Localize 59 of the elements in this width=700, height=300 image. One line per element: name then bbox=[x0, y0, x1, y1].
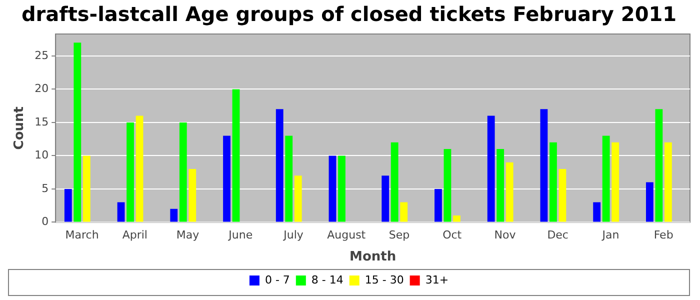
bar bbox=[593, 202, 601, 222]
bar bbox=[179, 122, 187, 222]
bar bbox=[136, 116, 144, 222]
bar bbox=[434, 188, 442, 222]
bar bbox=[664, 142, 672, 222]
y-tick-label: 25 bbox=[34, 48, 49, 62]
x-tick-label: Sep bbox=[388, 228, 410, 242]
bar bbox=[558, 169, 566, 222]
bar bbox=[285, 136, 293, 222]
x-tick-label: Nov bbox=[494, 228, 516, 242]
bar bbox=[550, 142, 557, 222]
bar bbox=[444, 149, 452, 222]
y-tick-label: 15 bbox=[34, 115, 49, 128]
bar bbox=[170, 208, 178, 222]
bar bbox=[74, 42, 82, 222]
x-tick-label: July bbox=[282, 228, 304, 242]
legend-label: 31+ bbox=[425, 273, 449, 286]
chart-title: drafts-lastcall Age groups of closed tickets February 2011 bbox=[21, 2, 677, 26]
bar bbox=[655, 109, 663, 222]
bar bbox=[188, 169, 196, 222]
bar bbox=[294, 176, 302, 222]
bar bbox=[328, 156, 336, 222]
bar bbox=[646, 182, 654, 222]
x-tick-label: April bbox=[122, 228, 148, 242]
bar bbox=[126, 122, 134, 222]
legend-label: 15 - 30 bbox=[364, 273, 404, 286]
x-tick-label: Feb bbox=[654, 228, 674, 242]
bar bbox=[117, 202, 125, 222]
y-axis-title: Count bbox=[12, 106, 28, 150]
legend-label: 0 - 7 bbox=[264, 273, 290, 286]
bar bbox=[487, 116, 495, 222]
bar bbox=[390, 142, 398, 222]
bar bbox=[496, 149, 504, 222]
bar bbox=[64, 188, 72, 222]
x-tick-label: Dec bbox=[547, 228, 568, 242]
x-tick-label: March bbox=[65, 228, 99, 242]
bar bbox=[338, 156, 346, 222]
legend-label: 8 - 14 bbox=[311, 273, 344, 286]
y-tick-label: 5 bbox=[42, 182, 49, 195]
bar bbox=[400, 202, 408, 222]
x-tick-label: June bbox=[228, 228, 253, 242]
x-axis-title: Month bbox=[350, 250, 396, 265]
x-tick-label: Jan bbox=[601, 228, 620, 242]
bar bbox=[276, 109, 284, 222]
x-tick-label: August bbox=[327, 228, 366, 242]
x-tick-label: May bbox=[176, 228, 200, 242]
bar bbox=[612, 142, 620, 222]
bar bbox=[232, 89, 240, 222]
y-tick-label: 20 bbox=[34, 82, 49, 96]
y-tick-label: 10 bbox=[34, 148, 49, 162]
bar bbox=[382, 176, 390, 222]
bar bbox=[602, 136, 610, 222]
bar bbox=[82, 156, 90, 222]
x-tick-label: Oct bbox=[442, 228, 462, 242]
bar bbox=[540, 109, 548, 222]
bar bbox=[223, 136, 230, 222]
y-tick-label: 0 bbox=[42, 215, 49, 228]
bar bbox=[506, 162, 514, 222]
bar bbox=[453, 216, 460, 222]
